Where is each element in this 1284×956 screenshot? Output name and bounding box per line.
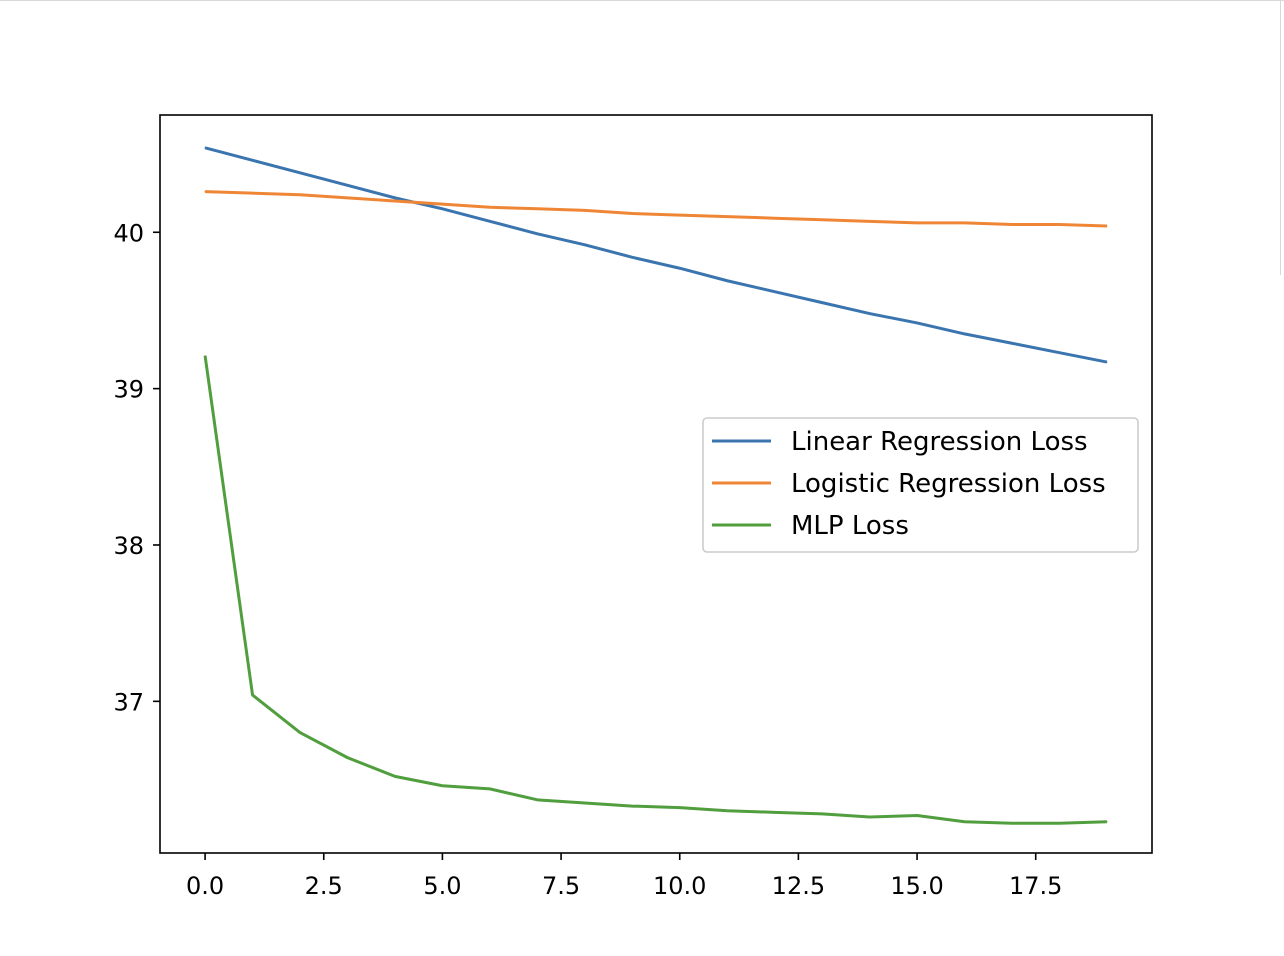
logistic-regression-loss-point — [631, 212, 633, 215]
mlp-loss-point — [536, 799, 538, 801]
mlp-loss-point — [394, 775, 396, 777]
logistic-regression-loss-point — [963, 222, 966, 224]
logistic-regression-loss-point — [536, 208, 538, 210]
linear-regression-loss-point — [631, 256, 633, 258]
mlp-loss-point — [1011, 822, 1013, 824]
series-lines — [203, 146, 1108, 825]
mlp-loss-point — [204, 355, 206, 357]
linear-regression-loss-point — [821, 302, 823, 304]
y-tick-label: 37 — [113, 688, 144, 716]
linear-regression-loss-point — [251, 159, 254, 161]
x-tick-label: 5.0 — [423, 872, 461, 900]
legend-label-logistic-regression-loss: Logistic Regression Loss — [791, 469, 1106, 499]
mlp-loss-point — [441, 785, 444, 787]
x-tick-label: 15.0 — [890, 872, 943, 900]
logistic-regression-loss-point — [868, 220, 871, 222]
mlp-loss-point — [868, 816, 871, 818]
y-axis-ticks: 37 38 39 40 — [113, 219, 160, 716]
mlp-loss-point — [299, 732, 301, 734]
legend-label-linear-regression-loss: Linear Regression Loss — [791, 427, 1088, 457]
linear-regression-loss-point — [726, 280, 728, 282]
screenshot-right-divider — [1280, 0, 1281, 275]
logistic-regression-loss-point — [394, 200, 396, 202]
legend-box — [702, 417, 1139, 553]
linear-regression-loss-point — [916, 322, 918, 324]
x-tick-label: 2.5 — [305, 872, 343, 900]
logistic-regression-loss-point — [346, 197, 349, 199]
x-tick-label: 7.5 — [542, 872, 580, 900]
x-tick-label: 17.5 — [1009, 872, 1062, 900]
mlp-loss-point — [1058, 822, 1061, 824]
logistic-regression-loss-point — [916, 222, 918, 224]
linear-regression-loss-point — [679, 267, 681, 269]
logistic-regression-loss-point — [441, 203, 444, 205]
linear-regression-loss-point — [1058, 352, 1061, 354]
mlp-loss-point — [489, 788, 491, 790]
mlp-loss-line — [203, 355, 1107, 825]
linear-regression-loss-point — [868, 312, 871, 315]
logistic-regression-loss-point — [299, 194, 301, 196]
linear-regression-loss-point — [584, 244, 586, 246]
mlp-loss-point — [251, 694, 254, 696]
legend-label-mlp-loss: MLP Loss — [791, 511, 909, 541]
linear-regression-loss-line — [204, 146, 1108, 364]
linear-regression-loss-point — [441, 208, 444, 210]
x-tick-label: 0.0 — [186, 872, 224, 900]
linear-regression-loss-point — [489, 220, 491, 222]
linear-regression-loss-point — [774, 291, 776, 293]
logistic-regression-loss-point — [204, 191, 206, 193]
mlp-loss-point — [631, 805, 633, 807]
x-tick-label: 12.5 — [772, 872, 825, 900]
logistic-regression-loss-point — [1058, 223, 1061, 226]
linear-regression-loss-point — [394, 197, 396, 199]
y-tick-label: 38 — [113, 532, 144, 560]
mlp-loss-point — [916, 814, 918, 817]
logistic-regression-loss-point — [489, 206, 491, 208]
mlp-loss-point — [346, 757, 349, 759]
logistic-regression-loss-point — [1106, 225, 1108, 227]
mlp-loss-point — [963, 821, 966, 823]
linear-regression-loss-point — [1011, 342, 1013, 344]
mlp-loss-point — [726, 810, 728, 812]
logistic-regression-loss-point — [584, 209, 586, 211]
plot-frame — [159, 114, 1153, 854]
logistic-regression-loss-point — [774, 217, 776, 219]
mlp-loss-point — [679, 807, 681, 809]
logistic-regression-loss-line — [205, 190, 1107, 228]
x-axis-ticks: 0.0 2.5 5.0 7.5 10.0 12.5 15.0 17.5 — [186, 853, 1062, 900]
mlp-loss-point — [1106, 821, 1108, 823]
y-tick-label: 40 — [113, 219, 144, 247]
mlp-loss-point — [821, 813, 823, 815]
mlp-loss-point — [584, 802, 586, 804]
y-tick-label: 39 — [113, 376, 144, 404]
logistic-regression-loss-point — [679, 214, 681, 216]
screenshot-top-border — [0, 0, 1284, 1]
linear-regression-loss-point — [963, 333, 966, 335]
logistic-regression-loss-point — [251, 192, 254, 194]
mlp-loss-point — [774, 811, 776, 813]
logistic-regression-loss-point — [1011, 223, 1013, 226]
linear-regression-loss-point — [1106, 361, 1108, 363]
linear-regression-loss-point — [204, 147, 206, 149]
legend: Linear Regression Loss Logistic Regressio… — [702, 417, 1139, 553]
linear-regression-loss-point — [536, 233, 538, 235]
linear-regression-loss-point — [299, 172, 301, 174]
linear-regression-loss-point — [346, 184, 349, 186]
logistic-regression-loss-point — [726, 216, 728, 218]
x-tick-label: 10.0 — [653, 872, 706, 900]
logistic-regression-loss-point — [821, 219, 823, 221]
